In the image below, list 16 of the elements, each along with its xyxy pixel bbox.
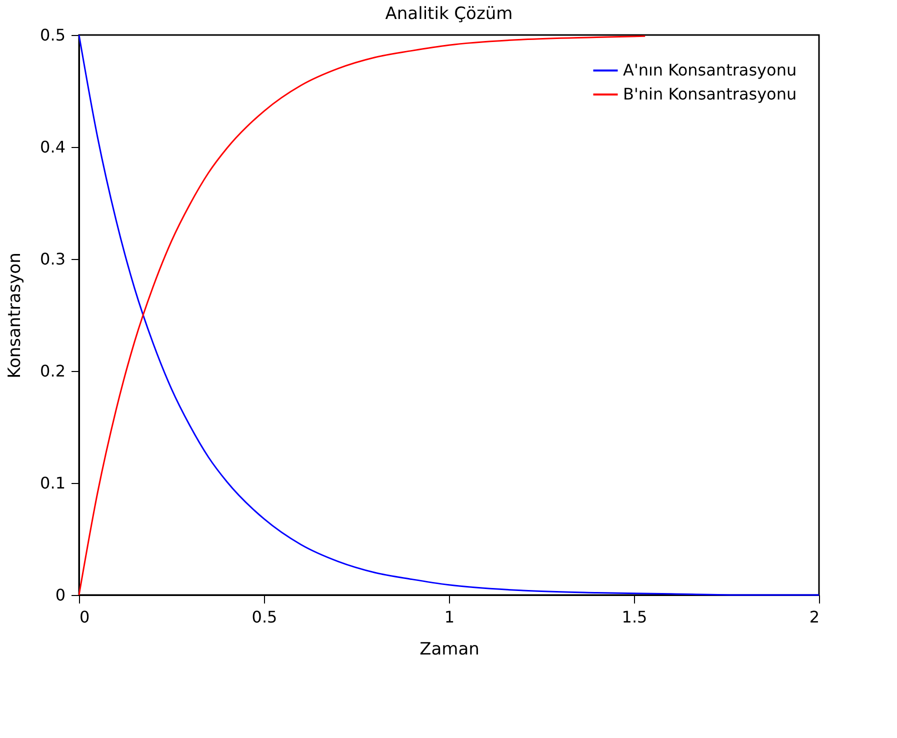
y-tick-label: 0.3 xyxy=(40,250,66,268)
legend-label: A'nın Konsantrasyonu xyxy=(623,60,797,80)
x-tick-label: 0 xyxy=(80,608,90,626)
chart-title: Analitik Çözüm xyxy=(385,4,513,24)
x-axis-title: Zaman xyxy=(420,640,480,660)
y-tick-label: 0.1 xyxy=(40,474,66,492)
legend-label: B'nin Konsantrasyonu xyxy=(623,84,797,104)
y-tick-label: 0.5 xyxy=(40,26,66,44)
y-tick-label: 0.2 xyxy=(40,362,66,380)
x-tick-label: 0.5 xyxy=(252,608,278,626)
y-tick-label: 0 xyxy=(55,586,66,604)
x-tick-label: 1.5 xyxy=(622,608,648,626)
y-axis-title: Konsantrasyon xyxy=(5,252,26,378)
y-tick-label: 0.4 xyxy=(40,138,66,156)
x-tick-label: 1 xyxy=(444,608,455,626)
x-tick-label: 2 xyxy=(809,608,820,626)
